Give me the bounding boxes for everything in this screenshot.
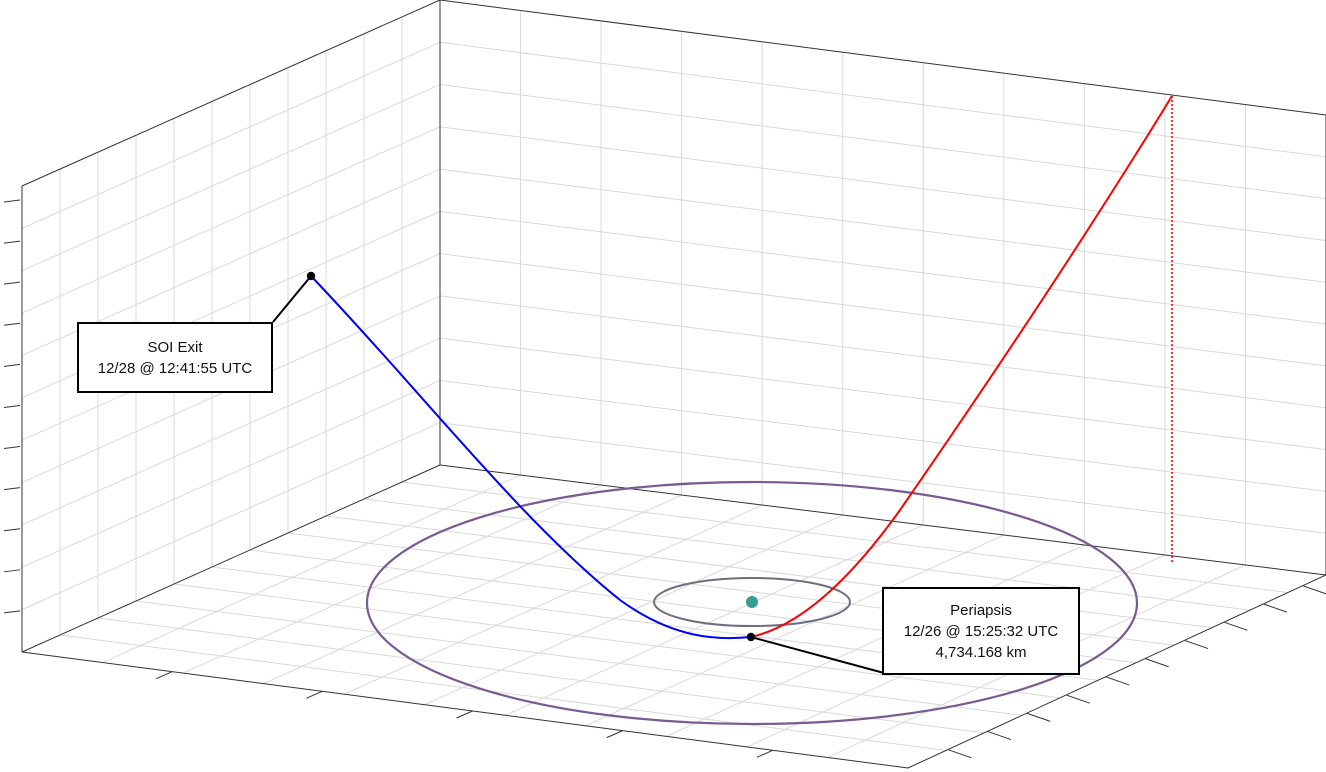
back-wall-horizontal-gridline bbox=[439, 253, 1326, 367]
z-axis-tick bbox=[3, 528, 21, 532]
axes-frame bbox=[21, 0, 1326, 769]
floor-gridline-width bbox=[182, 484, 602, 674]
y-axis-tick bbox=[1145, 658, 1169, 668]
left-wall-horizontal-gridline bbox=[21, 379, 441, 568]
floor-gridline-depth bbox=[97, 617, 985, 734]
floor-gridline-width bbox=[505, 524, 924, 716]
z-axis-tick bbox=[3, 363, 21, 367]
z-axis-tick bbox=[3, 322, 21, 326]
x-axis-tick bbox=[456, 710, 473, 719]
right-bottom-edge bbox=[907, 574, 1326, 769]
periapsis-marker bbox=[746, 632, 756, 642]
floor-gridline-width bbox=[666, 544, 1085, 737]
periapsis-time: 12/26 @ 15:25:32 UTC bbox=[903, 622, 1059, 640]
orbits bbox=[365, 480, 1139, 726]
markers bbox=[306, 271, 756, 642]
incoming-trajectory bbox=[750, 95, 1173, 638]
y-axis-tick bbox=[1066, 694, 1090, 704]
z-axis-tick bbox=[3, 446, 21, 450]
axis-ticks bbox=[3, 199, 1326, 759]
left-wall-horizontal-gridline bbox=[21, 337, 441, 526]
soi-exit-leader-line bbox=[272, 275, 312, 323]
y-axis-tick bbox=[1184, 640, 1209, 650]
z-axis-tick bbox=[3, 487, 21, 491]
soi-exit-marker bbox=[306, 271, 316, 281]
central-body bbox=[746, 596, 758, 608]
y-axis-tick bbox=[1027, 712, 1051, 722]
z-axis-tick bbox=[3, 404, 21, 408]
left-top-edge bbox=[21, 0, 441, 187]
z-axis-tick bbox=[3, 610, 21, 614]
callout-leaders bbox=[272, 275, 885, 674]
left-bottom-edge bbox=[21, 464, 441, 653]
back-top-edge bbox=[439, 0, 1326, 116]
left-wall-horizontal-gridline bbox=[21, 41, 441, 229]
y-axis-tick bbox=[948, 749, 972, 759]
back-wall-horizontal-gridline bbox=[439, 41, 1326, 158]
axes-grid bbox=[21, 10, 1326, 758]
soi-exit-time: 12/28 @ 12:41:55 UTC bbox=[97, 359, 253, 377]
trajectories bbox=[310, 95, 1173, 640]
floor-gridline-depth bbox=[173, 583, 1061, 699]
floor-gridline-depth bbox=[59, 634, 947, 751]
soi-exit-callout: SOI Exit 12/28 @ 12:41:55 UTC bbox=[77, 322, 273, 393]
x-axis-tick bbox=[606, 730, 623, 739]
floor-gridline-width bbox=[585, 534, 1005, 727]
periapsis-leader-line bbox=[750, 636, 885, 674]
back-wall-horizontal-gridline bbox=[439, 422, 1326, 534]
floor-gridline-width bbox=[263, 494, 682, 685]
x-axis-tick bbox=[155, 671, 173, 680]
outer-orbit-ellipse bbox=[365, 480, 1139, 726]
left-wall-horizontal-gridline bbox=[21, 84, 441, 272]
outgoing-trajectory bbox=[310, 275, 752, 640]
floor-gridline-depth bbox=[135, 600, 1023, 716]
periapsis-altitude: 4,734.168 km bbox=[935, 643, 1027, 661]
floor-gridline-width bbox=[102, 474, 521, 664]
back-wall-horizontal-gridline bbox=[439, 210, 1326, 325]
z-axis-tick bbox=[3, 569, 21, 573]
back-wall-horizontal-gridline bbox=[439, 295, 1326, 409]
periapsis-callout: Periapsis 12/26 @ 15:25:32 UTC 4,734.168… bbox=[882, 587, 1080, 675]
y-axis-tick bbox=[1106, 676, 1130, 686]
y-axis-tick bbox=[1303, 585, 1326, 595]
back-wall-horizontal-gridline bbox=[439, 337, 1326, 451]
z-axis-tick bbox=[3, 240, 21, 244]
z-axis-tick bbox=[3, 281, 21, 285]
back-wall-horizontal-gridline bbox=[439, 379, 1326, 492]
back-wall-horizontal-gridline bbox=[439, 126, 1326, 241]
z-axis-tick bbox=[3, 199, 21, 203]
y-axis-tick bbox=[987, 731, 1012, 741]
y-axis-tick bbox=[1224, 621, 1248, 631]
left-wall-horizontal-gridline bbox=[21, 126, 441, 314]
front-bottom-edge bbox=[21, 651, 909, 769]
floor-gridline-depth bbox=[363, 498, 1251, 611]
inner-orbit-ellipse bbox=[653, 577, 851, 627]
periapsis-title: Periapsis bbox=[950, 601, 1012, 619]
back-wall-horizontal-gridline bbox=[439, 168, 1326, 283]
floor-gridline-width bbox=[343, 504, 763, 695]
back-wall-horizontal-gridline bbox=[439, 84, 1326, 200]
left-wall-horizontal-gridline bbox=[21, 422, 441, 611]
x-axis-tick bbox=[756, 749, 774, 758]
x-axis-tick bbox=[306, 690, 323, 699]
soi-exit-title: SOI Exit bbox=[147, 338, 203, 356]
back-bottom-edge bbox=[439, 464, 1326, 576]
y-axis-tick bbox=[1263, 603, 1288, 613]
